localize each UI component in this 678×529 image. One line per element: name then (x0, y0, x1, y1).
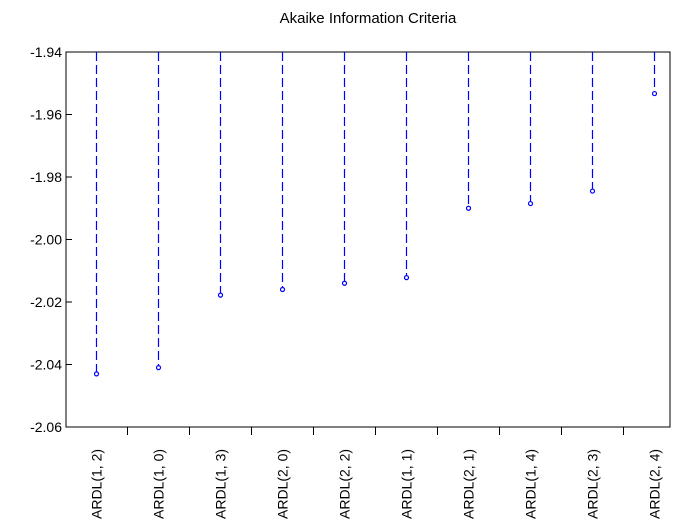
data-point (465, 205, 472, 211)
series-aic (93, 52, 658, 377)
data-point (651, 90, 658, 97)
data-point (589, 188, 596, 194)
data-point (279, 286, 286, 293)
data-point (155, 365, 162, 371)
x-category-label: ARDL(2, 3) (585, 449, 601, 519)
y-tick-label: -2.00 (30, 232, 62, 248)
plot-frame (65, 51, 671, 428)
x-category-label: ARDL(1, 3) (213, 449, 229, 519)
x-category-label: ARDL(1, 1) (399, 449, 415, 519)
data-point (93, 371, 100, 377)
data-point (217, 292, 224, 298)
y-tick-label: -2.06 (30, 419, 62, 435)
y-tick-label: -1.94 (30, 44, 62, 60)
chart-title: Akaike Information Criteria (280, 10, 457, 27)
y-tick-label: -2.04 (30, 357, 62, 373)
data-point (341, 280, 348, 286)
x-category-label: ARDL(1, 2) (89, 449, 105, 519)
x-category-label: ARDL(2, 4) (647, 449, 663, 519)
x-category-label: ARDL(1, 0) (151, 449, 167, 519)
x-axis: ARDL(1, 2) ARDL(1, 0) ARDL(1, 3) ARDL(2, 0)… (89, 427, 663, 519)
x-category-label: ARDL(2, 1) (461, 449, 477, 519)
y-tick-label: -1.98 (30, 169, 62, 185)
y-axis: -1.94 -1.96 -1.98 -2.00 -2.02 -2.04 -2.06 (30, 44, 72, 435)
y-tick-label: -2.02 (30, 294, 62, 310)
x-category-label: ARDL(1, 4) (523, 449, 539, 519)
x-category-label: ARDL(2, 0) (275, 449, 291, 519)
data-point (527, 200, 534, 207)
y-tick-label: -1.96 (30, 107, 62, 123)
data-point (403, 275, 410, 281)
x-category-label: ARDL(2, 2) (337, 449, 353, 519)
